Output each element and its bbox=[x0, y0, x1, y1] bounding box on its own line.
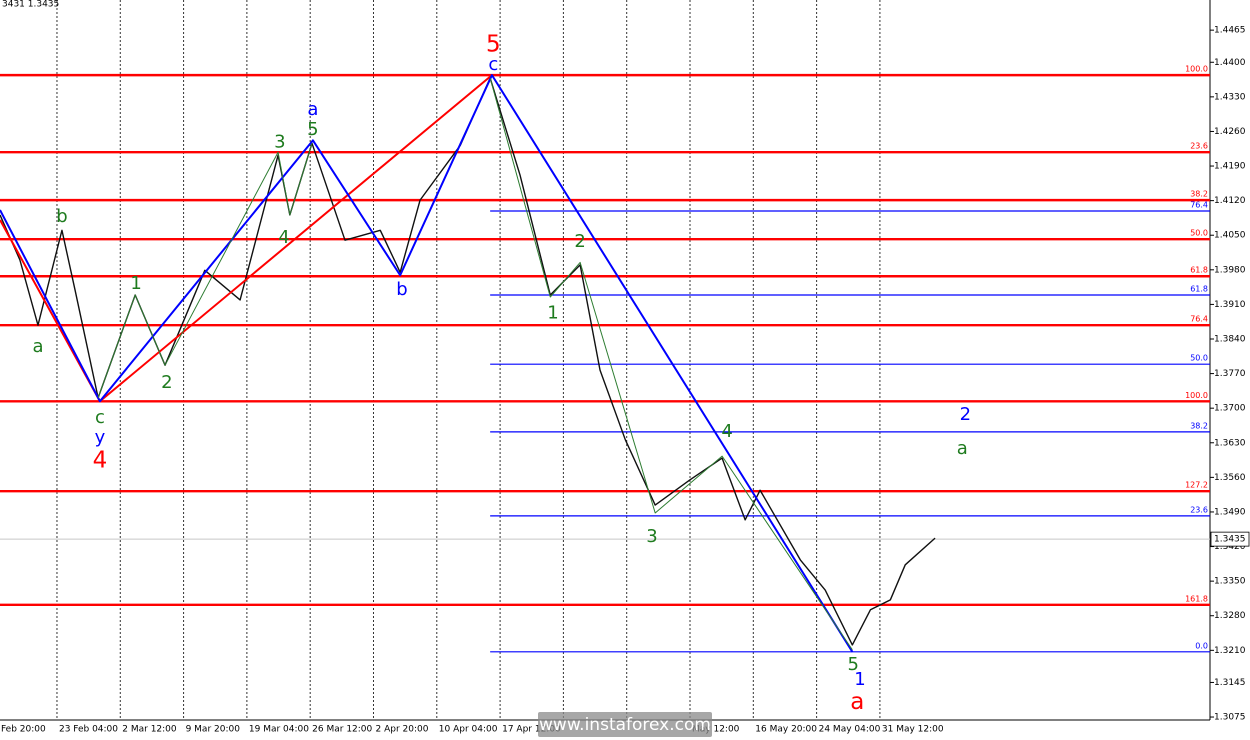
fib-level-label: 100.0 bbox=[1185, 65, 1208, 74]
y-tick-label: 1.3980 bbox=[1214, 265, 1246, 275]
y-tick-label: 1.3420 bbox=[1214, 542, 1246, 552]
last-price-box bbox=[1210, 531, 1250, 547]
x-tick-label: Feb 20:00 bbox=[1, 725, 46, 735]
wave-label: 4 bbox=[721, 421, 732, 442]
y-tick-label: 1.3630 bbox=[1214, 438, 1246, 448]
last-price-label: 1.3435 bbox=[1214, 535, 1246, 545]
wave-label: a bbox=[307, 99, 318, 120]
fib-level-label: 38.2 bbox=[1190, 190, 1208, 199]
y-tick-label: 1.3075 bbox=[1214, 713, 1246, 723]
wave-label: a bbox=[957, 438, 968, 459]
info: 3431 1.3435 bbox=[2, 0, 59, 10]
y-tick-label: 1.4050 bbox=[1214, 231, 1246, 241]
wave-line bbox=[489, 77, 853, 651]
fib-level-label: 61.8 bbox=[1190, 266, 1208, 275]
wave-line bbox=[97, 143, 313, 398]
y-tick-label: 1.3280 bbox=[1214, 611, 1246, 621]
y-tick-label: 1.3700 bbox=[1214, 404, 1246, 414]
x-tick-label: 24 May 04:00 bbox=[819, 725, 881, 735]
y-tick-label: 1.3490 bbox=[1214, 507, 1246, 517]
wave-label: 5 bbox=[848, 654, 859, 675]
fib-level-label: 61.8 bbox=[1190, 285, 1208, 294]
y-tick-label: 1.3145 bbox=[1214, 678, 1246, 688]
wave-label: 4 bbox=[278, 227, 289, 248]
fib-level-label: 76.4 bbox=[1190, 315, 1208, 324]
fib-level-label: 38.2 bbox=[1190, 421, 1208, 430]
wave-label: b bbox=[56, 206, 67, 227]
y-tick-label: 1.4330 bbox=[1214, 92, 1246, 102]
y-tick-label: 1.4120 bbox=[1214, 196, 1246, 206]
wave-label: 1 bbox=[854, 669, 865, 690]
fib-level-label: 76.4 bbox=[1190, 201, 1208, 210]
x-tick-label: 31 May 12:00 bbox=[882, 725, 944, 735]
y-tick-label: 1.4400 bbox=[1214, 58, 1246, 68]
wave-label: 5 bbox=[486, 31, 501, 57]
y-tick-label: 1.4260 bbox=[1214, 127, 1246, 137]
wave-label: 1 bbox=[547, 302, 558, 323]
y-tick-label: 1.4190 bbox=[1214, 162, 1246, 172]
fib-level-label: 161.8 bbox=[1185, 594, 1208, 603]
x-tick-label: May 12:00 bbox=[692, 725, 740, 735]
x-tick-label: 9 Mar 20:00 bbox=[186, 725, 241, 735]
wave-label: 4 bbox=[93, 448, 108, 474]
y-tick-label: 1.3350 bbox=[1214, 577, 1246, 587]
y-tick-label: 1.3910 bbox=[1214, 300, 1246, 310]
x-tick-label: 17 Apr 12:00 bbox=[502, 725, 561, 735]
fib-level-label: 127.2 bbox=[1185, 481, 1208, 490]
wave-label: 5 bbox=[307, 119, 318, 140]
x-tick-label: 19 Mar 04:00 bbox=[249, 725, 309, 735]
y-tick-label: 1.3840 bbox=[1214, 334, 1246, 344]
fib-level-label: 23.6 bbox=[1190, 505, 1208, 514]
wave-label: y bbox=[95, 427, 106, 448]
fib-level-label: 100.0 bbox=[1185, 391, 1208, 400]
wave-label: 3 bbox=[274, 131, 285, 152]
wave-label: 1 bbox=[130, 273, 141, 294]
wave-label: b bbox=[396, 279, 407, 300]
x-tick-label: 10 Apr 04:00 bbox=[439, 725, 498, 735]
y-tick-label: 1.3210 bbox=[1214, 646, 1246, 656]
fib-level-label: 23.6 bbox=[1190, 142, 1208, 151]
wave-label: a bbox=[850, 689, 864, 715]
wave-label: a bbox=[32, 336, 43, 357]
fib-level-label: 50.0 bbox=[1190, 354, 1208, 363]
x-tick-label: 16 May 20:00 bbox=[755, 725, 817, 735]
wave-label: 2 bbox=[161, 372, 172, 393]
wave-label: 2 bbox=[960, 404, 971, 425]
y-tick-label: 1.4465 bbox=[1214, 26, 1246, 36]
wave-line bbox=[0, 74, 854, 653]
x-tick-label: 2 Mar 12:00 bbox=[122, 725, 177, 735]
wave-label: 2 bbox=[574, 231, 585, 252]
fib-level-label: 50.0 bbox=[1190, 229, 1208, 238]
wave-label: c bbox=[95, 407, 105, 428]
wave-label: c bbox=[488, 54, 498, 75]
watermark-bg bbox=[538, 712, 712, 737]
watermark: www.instaforex.com bbox=[539, 715, 711, 735]
x-tick-label: 23 Feb 04:00 bbox=[59, 725, 118, 735]
wave-label: 3 bbox=[646, 526, 657, 547]
x-tick-label: 26 Mar 12:00 bbox=[312, 725, 372, 735]
y-tick-label: 1.3560 bbox=[1214, 473, 1246, 483]
fib-level-label: 0.0 bbox=[1195, 641, 1208, 650]
x-tick-label: 2 Apr 20:00 bbox=[375, 725, 428, 735]
y-tick-label: 1.3770 bbox=[1214, 369, 1246, 379]
